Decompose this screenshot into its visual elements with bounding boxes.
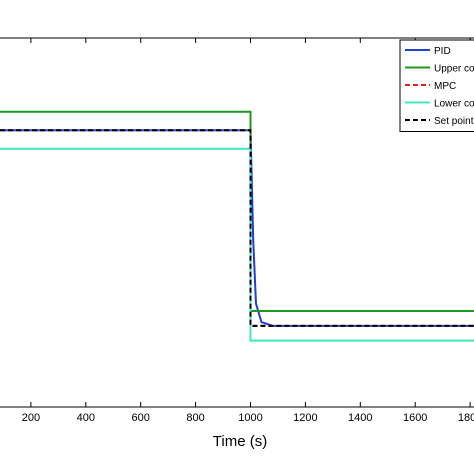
series-line bbox=[0, 129, 474, 327]
legend-label: PID bbox=[434, 46, 451, 57]
legend-label: Upper constraint bbox=[434, 64, 474, 75]
x-axis-label: Time (s) bbox=[213, 433, 267, 450]
plot-area bbox=[0, 37, 474, 408]
x-tick-label: 800 bbox=[186, 412, 204, 424]
x-tick-label: 1200 bbox=[293, 412, 317, 424]
x-tick-label: 1400 bbox=[348, 412, 372, 424]
legend-box bbox=[399, 39, 474, 132]
x-tick-label: 1600 bbox=[403, 412, 427, 424]
x-tick-label: 600 bbox=[132, 412, 150, 424]
legend-label: MPC bbox=[434, 81, 456, 92]
x-tick-label: 400 bbox=[77, 412, 95, 424]
x-tick-label: 1000 bbox=[238, 412, 262, 424]
x-tick-label: 1800 bbox=[458, 412, 474, 424]
legend-label: Set point bbox=[434, 116, 474, 127]
x-tick-label: 200 bbox=[22, 412, 40, 424]
legend-label: Lower constraint bbox=[434, 99, 474, 110]
